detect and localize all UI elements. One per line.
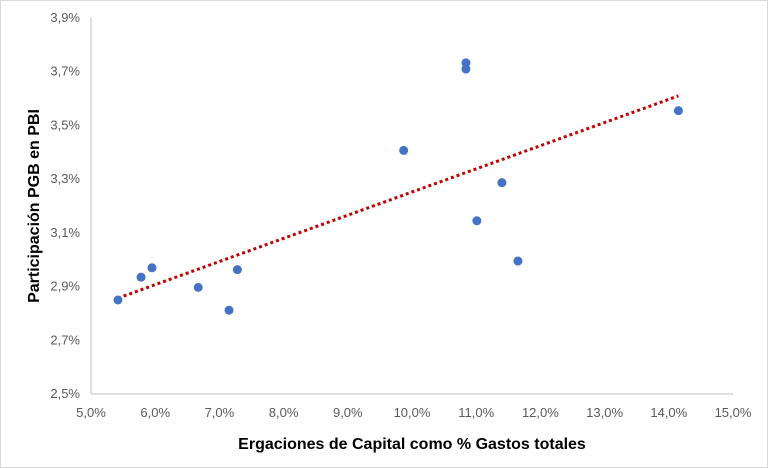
x-tick-label: 14,0%	[650, 405, 687, 420]
data-point	[113, 295, 123, 305]
data-point	[147, 263, 157, 273]
data-point	[472, 216, 482, 226]
data-point	[224, 305, 234, 315]
data-point	[399, 145, 409, 155]
y-tick-labels: 2,5% 2,7% 2,9% 3,1% 3,3% 3,5% 3,7% 3,9%	[50, 10, 80, 401]
x-tick-label: 8,0%	[269, 405, 299, 420]
x-tick-label: 12,0%	[522, 405, 559, 420]
data-point	[193, 282, 203, 292]
y-axis-title: Participación PGB en PBI	[26, 109, 43, 303]
y-tick-label: 3,3%	[50, 171, 80, 186]
y-tick-label: 2,9%	[50, 279, 80, 294]
x-tick-label: 15,0%	[715, 405, 752, 420]
y-tick-label: 3,9%	[50, 10, 80, 25]
x-tick-label: 5,0%	[76, 405, 106, 420]
trendline-group	[117, 94, 679, 300]
x-tick-label: 6,0%	[140, 405, 170, 420]
x-tick-label: 13,0%	[586, 405, 623, 420]
data-points	[113, 58, 683, 315]
y-tick-label: 2,7%	[50, 332, 80, 347]
x-tick-label: 10,0%	[394, 405, 431, 420]
data-point	[513, 256, 523, 266]
data-point	[461, 58, 471, 68]
data-point	[136, 272, 146, 282]
y-tick-label: 3,1%	[50, 225, 80, 240]
x-tick-label: 9,0%	[333, 405, 363, 420]
x-axis-title: Ergaciones de Capital como % Gastos tota…	[238, 436, 586, 453]
data-point	[461, 64, 471, 74]
y-tick-label: 3,5%	[50, 117, 80, 132]
data-point	[673, 106, 683, 116]
data-point	[232, 265, 242, 275]
y-tick-label: 3,7%	[50, 64, 80, 79]
x-tick-label: 11,0%	[458, 405, 494, 420]
data-point	[497, 178, 507, 188]
x-tick-label: 7,0%	[205, 405, 235, 420]
y-tick-label: 2,5%	[50, 386, 80, 401]
trendline	[117, 94, 679, 300]
axes	[90, 18, 733, 395]
x-tick-labels: 5,0% 6,0% 7,0% 8,0% 9,0% 10,0% 11,0% 12,0% 13,0%…	[76, 405, 752, 420]
